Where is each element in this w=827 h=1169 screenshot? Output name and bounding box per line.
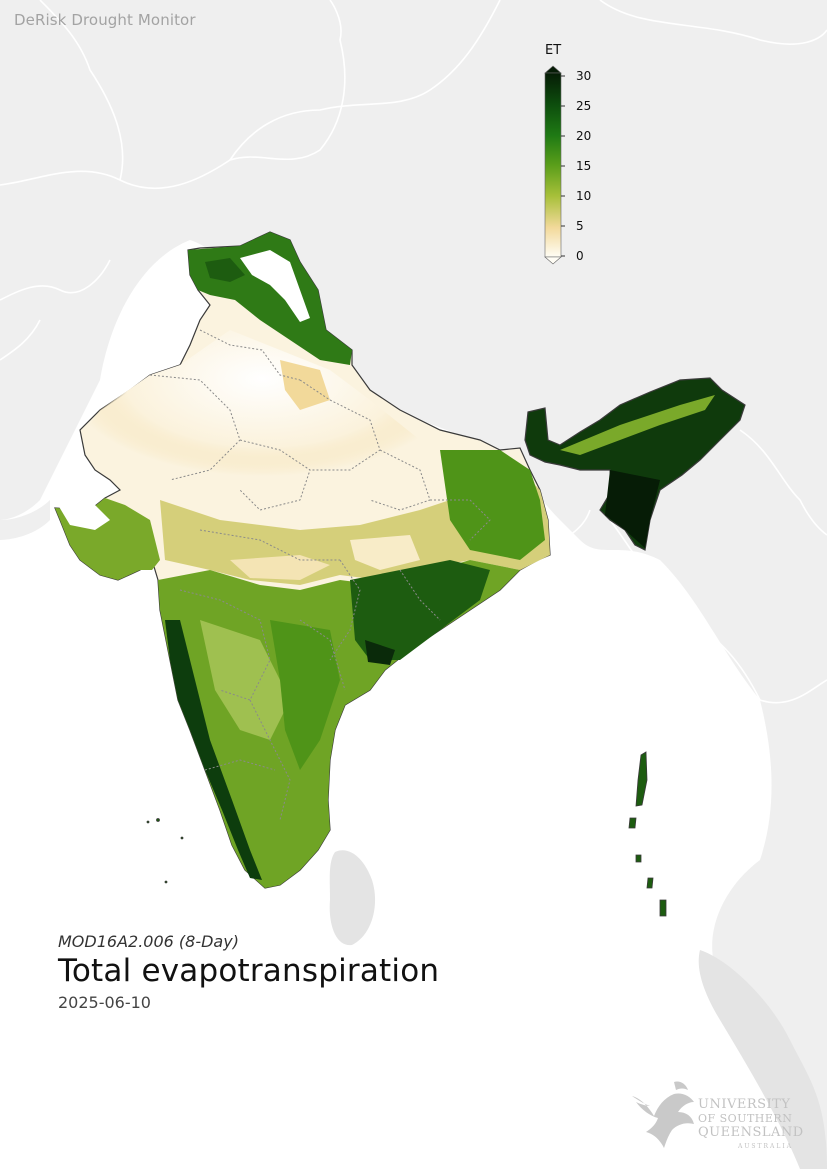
logo-line-1: UNIVERSITY [698, 1097, 791, 1112]
legend-tick-label: 15 [576, 159, 592, 173]
map-title: Total evapotranspiration [58, 953, 440, 989]
university-logo-text: UNIVERSITY OF SOUTHERN QUEENSLAND AUSTRA… [698, 1098, 804, 1154]
islands [146, 751, 667, 917]
logo-line-3: QUEENSLAND [698, 1125, 804, 1140]
legend-tick-label: 20 [576, 129, 592, 143]
state-boundaries [149, 329, 491, 821]
app-title: DeRisk Drought Monitor [14, 11, 196, 29]
international-boundaries [0, 0, 827, 720]
map-caption: MOD16A2.006 (8-Day) Total evapotranspira… [58, 932, 439, 1012]
northeast-india[interactable] [524, 377, 746, 551]
university-logo-bird-icon [632, 1081, 694, 1148]
product-name: MOD16A2.006 (8-Day) [58, 932, 239, 951]
legend-tick-label: 5 [576, 219, 584, 233]
logo-line-4: AUSTRALIA [738, 1143, 794, 1150]
logo-line-2: OF SOUTHERN [698, 1112, 793, 1125]
et-colorbar [544, 65, 565, 265]
map-date: 2025-06-10 [58, 993, 151, 1012]
legend-tick-label: 10 [576, 189, 592, 203]
legend-tick-label: 25 [576, 99, 592, 113]
legend-tick-label: 30 [576, 69, 592, 83]
legend-title: ET [545, 43, 562, 58]
legend-tick-label: 0 [576, 249, 584, 263]
